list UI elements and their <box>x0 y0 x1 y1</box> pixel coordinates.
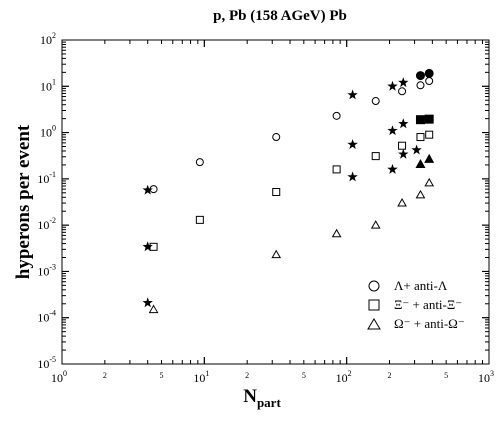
marker-lambda <box>398 87 407 96</box>
marker-star <box>398 118 409 129</box>
x-minor-tick-label: 2 <box>245 371 249 380</box>
marker-star <box>142 241 153 252</box>
marker-omega <box>148 304 159 314</box>
y-tick-label: 10-4 <box>37 309 56 325</box>
marker-omega <box>415 189 426 199</box>
marker-xi <box>416 133 425 142</box>
marker-xi <box>332 165 341 174</box>
marker-xi <box>149 242 158 251</box>
marker-xi <box>272 188 281 197</box>
y-axis-label: hyperons per event <box>13 124 34 279</box>
marker-omega <box>331 228 342 238</box>
x-axis-label-main: N <box>243 386 257 407</box>
marker-lambda <box>195 158 204 167</box>
marker-xi <box>371 152 380 161</box>
marker-omega <box>424 177 435 187</box>
marker-lambda-filled <box>415 71 425 81</box>
marker-star <box>387 163 398 174</box>
legend-marker-xi <box>368 299 380 311</box>
legend: Λ+ anti-Λ Ξ⁻ + anti-Ξ⁻ Ω⁻ + anti-Ω⁻ <box>367 278 465 331</box>
marker-lambda-filled <box>424 68 434 78</box>
data-markers <box>142 68 435 314</box>
y-tick-label: 100 <box>40 124 56 140</box>
y-tick-label: 101 <box>40 77 56 93</box>
marker-star <box>387 125 398 136</box>
y-tick-label: 10-1 <box>37 170 56 186</box>
marker-star <box>411 144 422 155</box>
marker-omega-filled <box>415 158 426 168</box>
x-tick-label: 101 <box>193 369 209 385</box>
x-minor-tick-label: 5 <box>302 371 306 380</box>
plot-frame <box>61 39 490 365</box>
y-tick-labels: 10-5 10-4 10-3 10-2 10-1 100 101 102 <box>37 31 56 371</box>
y-tick-label: 10-5 <box>37 355 56 371</box>
x-tick-label: 102 <box>336 369 352 385</box>
legend-marker-lambda <box>368 280 380 292</box>
x-minor-tick-label: 5 <box>444 371 448 380</box>
marker-star <box>347 139 358 149</box>
x-minor-tick-label: 2 <box>103 371 107 380</box>
marker-xi <box>398 141 407 150</box>
marker-omega-filled <box>424 153 435 163</box>
legend-label-lambda: Λ+ anti-Λ <box>394 278 448 293</box>
legend-label-xi: Ξ⁻ + anti-Ξ⁻ <box>394 297 462 312</box>
marker-star <box>387 80 398 91</box>
y-tick-label: 102 <box>40 31 56 47</box>
marker-lambda <box>416 81 425 90</box>
marker-xi-filled <box>415 115 425 125</box>
x-minor-tick-label: 2 <box>388 371 392 380</box>
marker-star <box>398 148 409 159</box>
marker-omega <box>271 249 282 259</box>
marker-star <box>398 77 409 88</box>
marker-xi <box>425 130 434 139</box>
legend-label-omega: Ω⁻ + anti-Ω⁻ <box>394 316 465 331</box>
chart-title: p, Pb (158 AGeV) Pb <box>213 8 347 24</box>
marker-lambda <box>332 111 341 120</box>
marker-lambda <box>272 133 281 142</box>
x-minor-tick-label: 5 <box>159 371 163 380</box>
marker-star <box>142 184 153 195</box>
y-tick-label: 10-2 <box>37 216 56 232</box>
legend-marker-omega <box>367 318 381 330</box>
x-tick-labels: 100 101 102 103 2 5 2 5 2 5 <box>51 369 494 385</box>
y-tick-label: 10-3 <box>37 262 56 278</box>
marker-star <box>142 297 153 308</box>
axis-ticks <box>61 39 490 365</box>
x-axis-label: Npart <box>243 386 281 410</box>
marker-xi <box>195 215 204 224</box>
x-tick-label: 100 <box>51 369 67 385</box>
marker-star <box>347 171 358 182</box>
marker-omega <box>370 220 381 229</box>
marker-lambda <box>371 97 380 106</box>
marker-lambda <box>425 77 434 86</box>
marker-xi-filled <box>424 114 434 124</box>
x-axis-label-sub: part <box>257 395 282 410</box>
x-tick-label: 103 <box>478 369 494 385</box>
marker-star <box>347 89 358 100</box>
marker-omega <box>397 198 407 207</box>
